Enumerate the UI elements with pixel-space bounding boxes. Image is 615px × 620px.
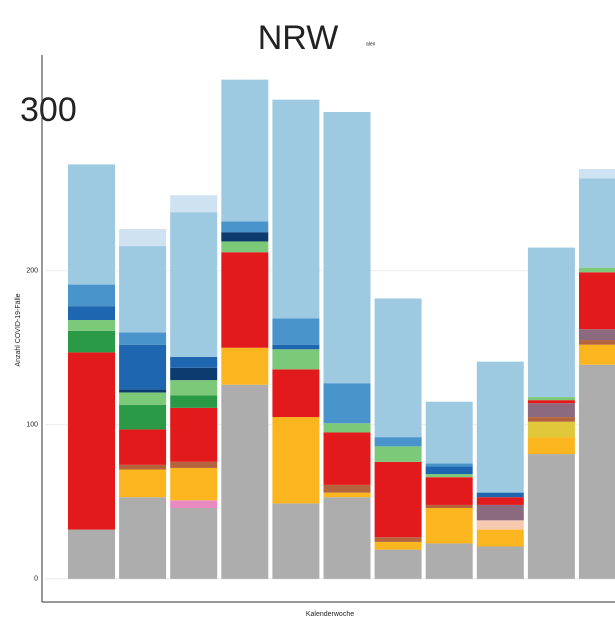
bar-segment xyxy=(476,504,524,521)
bar-segment xyxy=(323,484,371,493)
bar-segment xyxy=(527,403,575,418)
bar-segment xyxy=(476,529,524,547)
bar-segment xyxy=(221,347,269,385)
bar-segment xyxy=(579,340,615,345)
bar-segment xyxy=(527,247,575,398)
bar-segment xyxy=(579,344,615,365)
bar-segment xyxy=(323,492,371,498)
y-tick-label: 100 xyxy=(26,422,38,429)
bar-segment xyxy=(323,112,371,384)
bar-segment xyxy=(119,464,167,470)
bar-segment xyxy=(68,320,115,331)
bar-segment xyxy=(323,423,371,433)
bar-segment xyxy=(170,380,218,396)
bar-segment xyxy=(476,492,524,498)
bar-segment xyxy=(579,178,615,268)
bar-segment xyxy=(170,508,218,579)
bar-segment xyxy=(170,357,218,368)
bar-segment xyxy=(221,384,269,579)
bar-segment xyxy=(579,329,615,341)
bar-segment xyxy=(119,469,167,498)
bar-segment xyxy=(272,369,320,418)
bar-segment xyxy=(170,467,218,501)
bar-segment xyxy=(476,497,524,505)
bar-segment xyxy=(272,417,320,504)
bar-segment xyxy=(68,306,115,321)
bar-segment xyxy=(527,397,575,401)
bar-segment xyxy=(425,508,473,544)
bar-segment xyxy=(68,284,115,307)
bar-segment xyxy=(119,497,167,579)
bar-segment xyxy=(170,367,218,381)
bar-segment xyxy=(170,407,218,462)
bar-segment xyxy=(476,546,524,579)
bar-segment xyxy=(119,404,167,430)
bar-segment xyxy=(425,504,473,509)
bar-segment xyxy=(425,463,473,467)
y-tick-label: 200 xyxy=(26,268,38,275)
bar-segment xyxy=(425,474,473,478)
bar-segment xyxy=(374,446,422,462)
annotation: 300 xyxy=(20,91,77,129)
bar-segment xyxy=(527,421,575,438)
bar-segment xyxy=(374,541,422,550)
bar-segment xyxy=(119,429,167,465)
bar-segment xyxy=(119,246,167,333)
bar-segment xyxy=(579,272,615,330)
bar-segment xyxy=(323,497,371,579)
bar-segment xyxy=(119,229,167,247)
bar-segment xyxy=(527,454,575,579)
bar-segment xyxy=(221,221,269,233)
bar-segment xyxy=(221,252,269,348)
bar-segment xyxy=(374,437,422,447)
bar-segment xyxy=(579,267,615,273)
bar-segment xyxy=(119,332,167,345)
bar-segment xyxy=(425,401,473,464)
bar-segment xyxy=(527,400,575,404)
bar-segment xyxy=(272,99,320,319)
bar-segment xyxy=(579,169,615,179)
bar-segment xyxy=(476,361,524,493)
bar-segment xyxy=(68,164,115,285)
bar-segment xyxy=(579,364,615,579)
bar-segment xyxy=(374,549,422,579)
bar-segment xyxy=(68,330,115,353)
bar-segment xyxy=(476,520,524,530)
bar-segment xyxy=(272,318,320,345)
bar-segment xyxy=(221,241,269,253)
bar-segment xyxy=(323,432,371,485)
bar-segment xyxy=(221,232,269,242)
bar-segment xyxy=(374,461,422,538)
bar-segment xyxy=(170,395,218,408)
bar-segment xyxy=(425,543,473,579)
bar-segment xyxy=(119,344,167,390)
x-axis-label: Kalenderwoche xyxy=(306,611,354,618)
bar-segment xyxy=(374,537,422,542)
bar-segment xyxy=(119,392,167,405)
chart-title: NRW xyxy=(258,19,339,57)
bar-segment xyxy=(170,461,218,468)
bar-segment xyxy=(272,503,320,579)
bar-segment xyxy=(323,383,371,424)
bar-segment xyxy=(170,195,218,213)
bar-segment xyxy=(272,344,320,350)
bar-segment xyxy=(221,79,269,222)
bar-segment xyxy=(425,477,473,505)
y-tick-label: 0 xyxy=(34,576,38,583)
bar-segment xyxy=(170,212,218,358)
bar-segment xyxy=(68,529,115,579)
y-axis-label: Anzahl COVID-19-Fälle xyxy=(15,293,22,366)
bar-segment xyxy=(425,466,473,475)
bar-segment xyxy=(119,389,167,393)
bar-segment xyxy=(272,349,320,370)
bar-segment xyxy=(527,437,575,455)
bar-segment xyxy=(68,352,115,530)
bar-segment xyxy=(374,298,422,438)
bar-segment xyxy=(527,417,575,422)
bar-segment xyxy=(170,500,218,509)
chart-subtitle: alen xyxy=(366,41,376,47)
